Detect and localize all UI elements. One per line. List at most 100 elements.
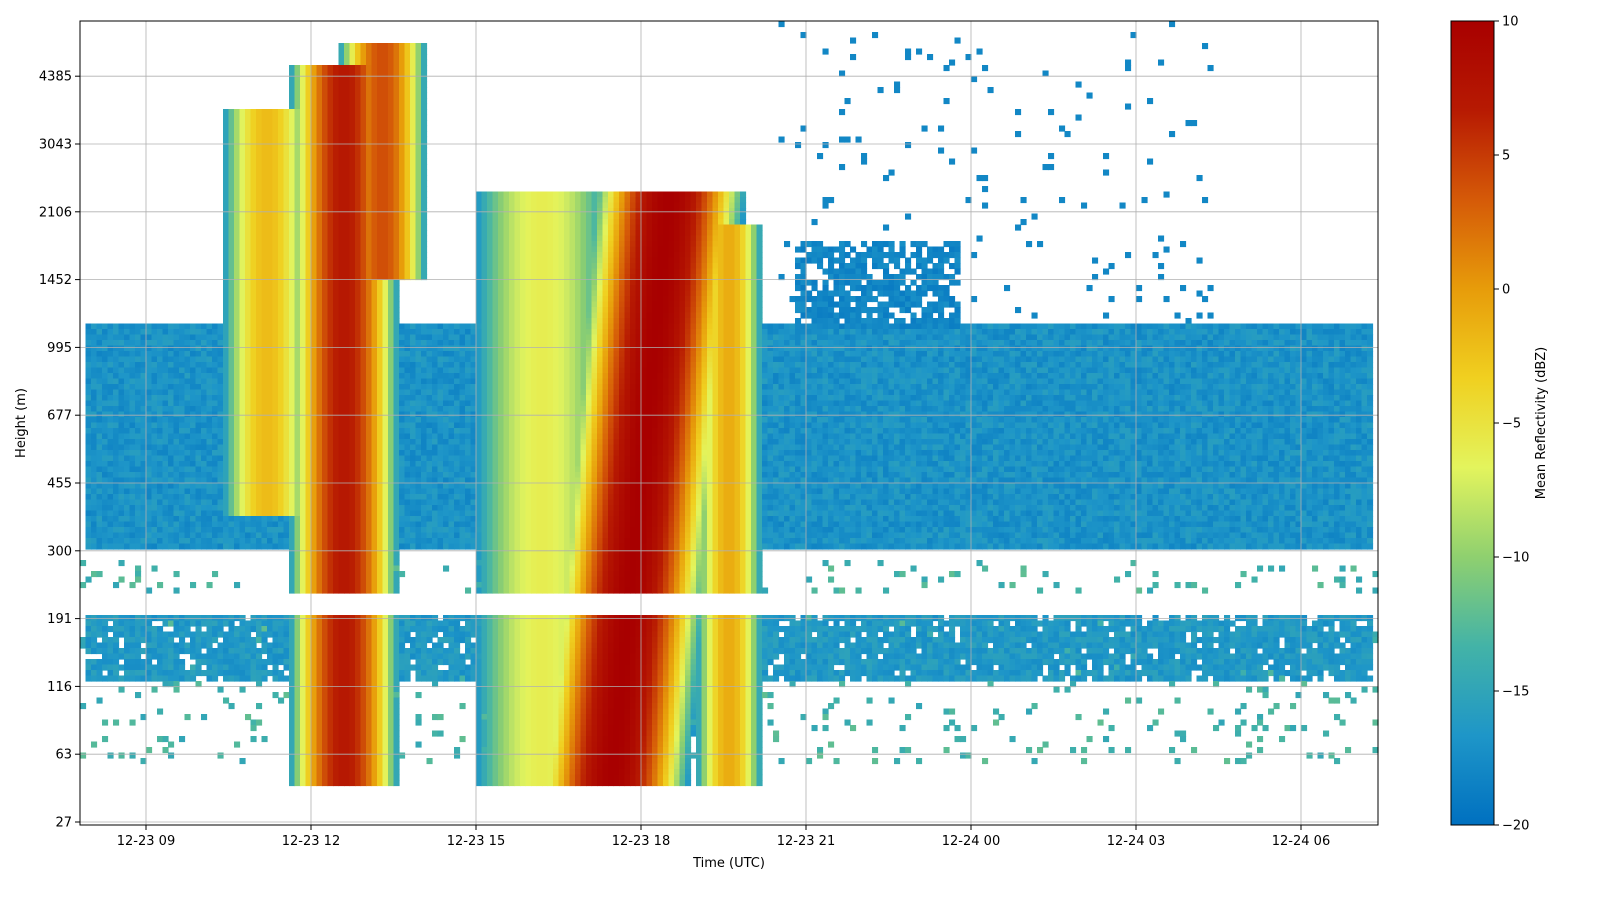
heatmap-cell bbox=[377, 208, 384, 215]
heatmap-cell bbox=[261, 648, 268, 655]
heatmap-cell bbox=[162, 675, 169, 682]
heatmap-cell bbox=[206, 373, 213, 380]
heatmap-cell bbox=[338, 653, 345, 660]
heatmap-cell bbox=[250, 653, 257, 660]
heatmap-cell bbox=[294, 527, 301, 534]
heatmap-cell bbox=[190, 428, 197, 435]
heatmap-cell bbox=[223, 164, 230, 171]
heatmap-cell bbox=[338, 48, 345, 55]
heatmap-cell bbox=[195, 345, 202, 352]
heatmap-cell bbox=[355, 307, 362, 314]
heatmap-cell bbox=[179, 351, 186, 358]
heatmap-cell bbox=[305, 521, 312, 528]
heatmap-cell bbox=[316, 538, 323, 545]
heatmap-cell bbox=[91, 378, 98, 385]
heatmap-cell bbox=[256, 191, 263, 198]
heatmap-cell bbox=[333, 186, 340, 193]
heatmap-cell bbox=[360, 312, 367, 319]
heatmap-cell bbox=[355, 741, 362, 748]
heatmap-cell bbox=[124, 461, 131, 468]
heatmap-cell bbox=[140, 488, 147, 495]
heatmap-cell bbox=[311, 516, 318, 523]
heatmap-cell bbox=[388, 92, 395, 99]
heatmap-cell bbox=[344, 219, 351, 226]
heatmap-cell bbox=[382, 714, 389, 721]
heatmap-cell bbox=[289, 763, 296, 770]
heatmap-cell bbox=[157, 631, 164, 638]
heatmap-cell bbox=[377, 505, 384, 512]
heatmap-cell bbox=[322, 373, 329, 380]
heatmap-cell bbox=[201, 532, 208, 539]
heatmap-cell bbox=[338, 549, 345, 556]
heatmap-cell bbox=[322, 538, 329, 545]
heatmap-cell bbox=[201, 444, 208, 451]
heatmap-cell bbox=[179, 675, 186, 682]
heatmap-cell bbox=[382, 70, 389, 77]
heatmap-cell bbox=[250, 340, 257, 347]
heatmap-cell bbox=[327, 208, 334, 215]
heatmap-cell bbox=[371, 560, 378, 567]
heatmap-cell bbox=[388, 340, 395, 347]
heatmap-cell bbox=[96, 648, 103, 655]
heatmap-cell bbox=[113, 439, 120, 446]
heatmap-cell bbox=[382, 367, 389, 374]
heatmap-cell bbox=[344, 450, 351, 457]
heatmap-cell bbox=[283, 538, 290, 545]
heatmap-cell bbox=[168, 362, 175, 369]
heatmap-cell bbox=[151, 516, 158, 523]
heatmap-cell bbox=[289, 389, 296, 396]
heatmap-cell bbox=[168, 510, 175, 517]
heatmap-cell bbox=[272, 274, 279, 281]
heatmap-cell bbox=[245, 653, 252, 660]
heatmap-cell bbox=[283, 334, 290, 341]
heatmap-cell bbox=[388, 521, 395, 528]
heatmap-cell bbox=[360, 505, 367, 512]
heatmap-cell bbox=[80, 637, 87, 644]
heatmap-cell bbox=[201, 472, 208, 479]
heatmap-cell bbox=[85, 642, 92, 649]
heatmap-cell bbox=[349, 43, 356, 50]
heatmap-cell bbox=[195, 538, 202, 545]
heatmap-cell bbox=[360, 538, 367, 545]
heatmap-cell bbox=[316, 81, 323, 88]
heatmap-cell bbox=[250, 543, 257, 550]
heatmap-cell bbox=[349, 444, 356, 451]
heatmap-cell bbox=[355, 730, 362, 737]
heatmap-cell bbox=[239, 213, 246, 220]
heatmap-cell bbox=[250, 114, 257, 121]
heatmap-cell bbox=[338, 257, 345, 264]
heatmap-cell bbox=[151, 483, 158, 490]
heatmap-cell bbox=[349, 378, 356, 385]
heatmap-cell bbox=[151, 444, 158, 451]
heatmap-cell bbox=[366, 153, 373, 160]
heatmap-cell bbox=[393, 428, 400, 435]
heatmap-cell bbox=[245, 136, 252, 143]
heatmap-cell bbox=[245, 109, 252, 116]
heatmap-cell bbox=[305, 532, 312, 539]
heatmap-cell bbox=[239, 389, 246, 396]
heatmap-cell bbox=[382, 708, 389, 715]
heatmap-cell bbox=[366, 362, 373, 369]
heatmap-cell bbox=[360, 444, 367, 451]
heatmap-cell bbox=[311, 351, 318, 358]
heatmap-cell bbox=[371, 411, 378, 418]
heatmap-cell bbox=[371, 670, 378, 677]
heatmap-cell bbox=[316, 554, 323, 561]
heatmap-cell bbox=[377, 268, 384, 275]
heatmap-cell bbox=[344, 675, 351, 682]
heatmap-cell bbox=[377, 153, 384, 160]
heatmap-cell bbox=[294, 70, 301, 77]
heatmap-cell bbox=[344, 620, 351, 627]
heatmap-cell bbox=[228, 158, 235, 165]
heatmap-cell bbox=[278, 257, 285, 264]
heatmap-cell bbox=[228, 197, 235, 204]
heatmap-cell bbox=[382, 620, 389, 627]
heatmap-cell bbox=[338, 268, 345, 275]
heatmap-cell bbox=[206, 444, 213, 451]
heatmap-cell bbox=[316, 659, 323, 666]
heatmap-cell bbox=[377, 692, 384, 699]
heatmap-cell bbox=[360, 637, 367, 644]
heatmap-cell bbox=[338, 81, 345, 88]
heatmap-cell bbox=[212, 488, 219, 495]
heatmap-cell bbox=[300, 296, 307, 303]
